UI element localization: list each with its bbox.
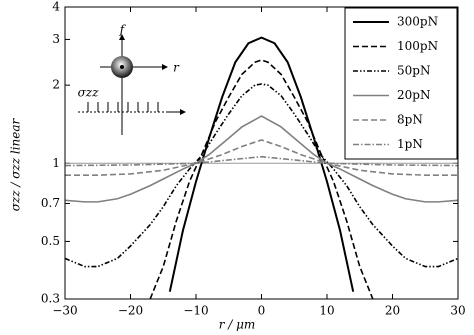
x-tick-label: 20 bbox=[385, 304, 400, 318]
legend-label: 100pN bbox=[397, 39, 438, 53]
x-tick-label: −30 bbox=[52, 304, 77, 318]
x-tick-label: −20 bbox=[118, 304, 143, 318]
y-axis-label: σzz / σzz linear bbox=[9, 117, 23, 211]
annotation: σzz bbox=[78, 86, 100, 100]
annotation: f bbox=[119, 23, 127, 37]
legend-label: 8pN bbox=[397, 113, 423, 127]
series-line bbox=[168, 36, 355, 292]
y-tick-label: 0.3 bbox=[41, 292, 60, 306]
plot-frame bbox=[64, 6, 459, 300]
legend-label: 50pN bbox=[397, 64, 430, 78]
series-line bbox=[65, 139, 458, 176]
y-tick-label: 4 bbox=[52, 0, 60, 14]
legend-label: 20pN bbox=[397, 88, 430, 102]
x-axis-label: r / μm bbox=[219, 318, 256, 332]
series-line bbox=[149, 59, 374, 299]
legend-label: 1pN bbox=[397, 137, 423, 151]
series-line bbox=[65, 155, 458, 167]
x-tick-label: 10 bbox=[319, 304, 334, 318]
y-tick-label: 1 bbox=[52, 156, 60, 170]
x-tick-label: 30 bbox=[450, 304, 465, 318]
annotation: r bbox=[173, 61, 180, 75]
legend-label: 300pN bbox=[397, 15, 438, 29]
y-tick-label: 0.7 bbox=[41, 196, 60, 210]
x-tick-label: −10 bbox=[183, 304, 208, 318]
series-line bbox=[65, 115, 458, 203]
inset-diagram bbox=[78, 34, 186, 135]
legend-box bbox=[344, 7, 458, 160]
y-tick-label: 0.5 bbox=[41, 234, 60, 248]
series-line bbox=[65, 83, 458, 268]
y-tick-label: 3 bbox=[52, 32, 60, 46]
y-tick-label: 2 bbox=[52, 78, 60, 92]
x-tick-label: 0 bbox=[258, 304, 266, 318]
